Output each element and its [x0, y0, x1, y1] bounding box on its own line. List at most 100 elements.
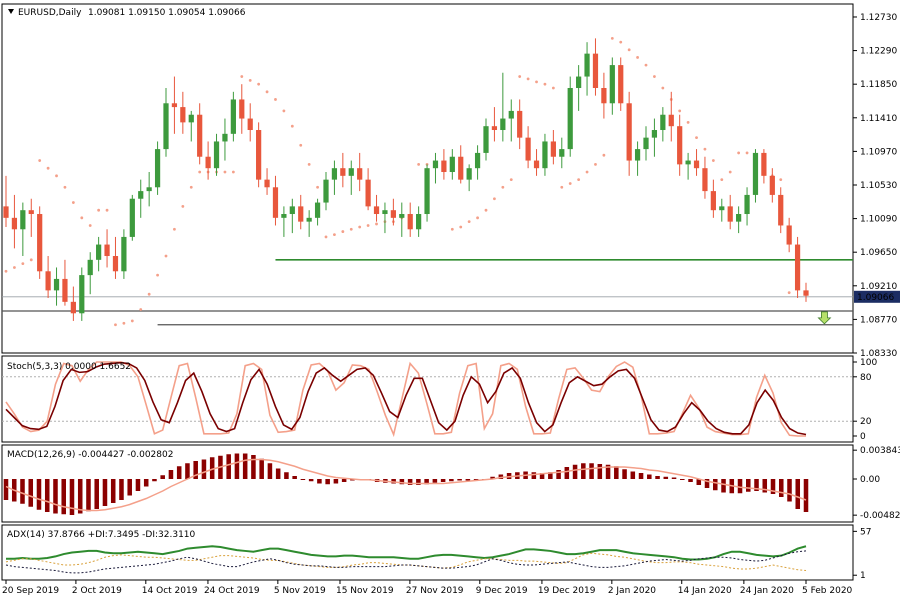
macd-histogram-bar [53, 479, 58, 514]
candle [289, 198, 295, 234]
sar-dot [181, 204, 185, 208]
time-tick-label: 5 Nov 2019 [274, 586, 326, 596]
sar-dot [602, 153, 606, 157]
candle-body [138, 191, 144, 199]
candle [449, 149, 455, 180]
candle [171, 76, 178, 134]
candle-body [121, 236, 127, 272]
macd-histogram-bar [234, 453, 240, 479]
sar-dot [29, 258, 33, 262]
macd-histogram-bar [680, 479, 685, 480]
candle-body [20, 210, 26, 230]
sar-dot [636, 56, 639, 59]
candle-body [677, 126, 683, 165]
candle-body [28, 210, 34, 215]
sar-dot [139, 308, 143, 311]
candle-body [618, 65, 624, 104]
candle-body [188, 114, 194, 123]
macd-histogram-bar [226, 454, 231, 479]
candle [104, 229, 110, 268]
candle [348, 160, 354, 195]
candle-body [542, 141, 548, 169]
candle [382, 202, 388, 234]
macd-histogram-bar [168, 470, 174, 479]
candle-body [727, 206, 733, 222]
macd-histogram-bar [449, 479, 454, 482]
macd-histogram-bar [201, 459, 207, 479]
sar-dot [585, 170, 589, 174]
macd-histogram-bar [317, 479, 322, 484]
candle [778, 187, 784, 234]
sar-dot [341, 230, 345, 233]
candle [53, 267, 60, 306]
candle-body [508, 110, 514, 119]
current-price-label: 1.09066 [857, 293, 894, 303]
sar-dot [71, 201, 75, 204]
candle [306, 210, 312, 237]
sar-dot [21, 262, 25, 266]
macd-histogram-bar [440, 479, 446, 482]
candle-body [634, 149, 641, 161]
macd-histogram-bar [152, 479, 157, 482]
macd-histogram-bar [778, 479, 784, 497]
sar-dot [164, 254, 168, 258]
macd-histogram-bar [407, 479, 413, 485]
candle-body [643, 137, 649, 150]
macd-histogram-bar [275, 468, 281, 479]
sar-dot [644, 63, 648, 67]
candle [314, 198, 321, 226]
sar-dot [46, 166, 50, 170]
time-tick-label: 20 Sep 2019 [2, 586, 59, 596]
sar-dot [240, 75, 244, 78]
candle [264, 168, 270, 195]
candle [390, 198, 396, 226]
candle [458, 145, 464, 184]
sar-dot [189, 185, 193, 189]
macd-histogram-bar [663, 476, 669, 479]
macd-histogram-bar [473, 479, 479, 480]
candle-body [702, 168, 708, 192]
candle [331, 160, 338, 195]
sar-dot [728, 170, 732, 174]
macd-histogram-bar [102, 479, 108, 506]
candle [20, 202, 26, 257]
sar-dot [130, 319, 134, 323]
sar-dot [720, 178, 724, 182]
macd-histogram-bar [539, 473, 545, 479]
candle-body [365, 179, 371, 207]
candle [399, 202, 405, 237]
macd-histogram-bar [704, 479, 710, 488]
sar-dot [686, 120, 690, 124]
candle [37, 206, 43, 279]
candle-body [803, 290, 809, 296]
candle-body [213, 141, 220, 169]
time-tick-label: 2 Oct 2019 [72, 586, 122, 596]
sar-dot [745, 151, 749, 155]
candle [626, 91, 632, 176]
macd-histogram-bar [77, 479, 83, 514]
macd-histogram-bar [292, 476, 297, 479]
candle-body [104, 244, 110, 257]
candle [154, 141, 161, 195]
candle-body [281, 214, 287, 218]
candle [618, 57, 624, 111]
stoch-tick-label: 100 [860, 358, 877, 368]
candle-body [660, 114, 666, 131]
macd-histogram-bar [721, 479, 726, 493]
candle [685, 152, 691, 180]
candle [710, 179, 716, 218]
adx-minus-di-line [5, 550, 807, 574]
candle-body [79, 275, 85, 314]
candle [96, 236, 102, 272]
candle [323, 172, 329, 211]
candle [500, 72, 506, 142]
candle [424, 164, 430, 222]
candle-body [298, 206, 304, 222]
price-tick-label: 1.12730 [860, 13, 897, 23]
candle [794, 236, 801, 299]
time-tick-label: 24 Jan 2020 [740, 586, 794, 596]
sar-dot [627, 48, 631, 52]
macd-histogram-bar [251, 455, 256, 479]
candle [474, 145, 481, 180]
macd-histogram-bar [110, 479, 116, 503]
